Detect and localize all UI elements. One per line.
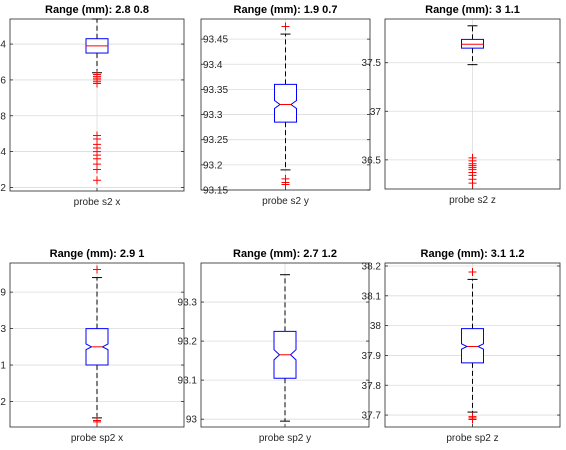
y-tick-label: -12.9 <box>0 288 6 299</box>
y-tick-label: 37.7 <box>362 411 382 422</box>
chart-title: Range (mm): 3.1 1.2 <box>421 248 525 260</box>
chart-title: Range (mm): 2.8 0.8 <box>45 4 149 16</box>
y-tick-label: 38 <box>370 321 382 332</box>
y-tick-label: 93 <box>186 415 198 426</box>
y-tick-label: 93.2 <box>203 160 223 171</box>
y-tick-label: -13.4 <box>0 40 6 51</box>
y-tick-label: 93.3 <box>178 298 198 309</box>
chart-title: Range (mm): 3 1.1 <box>425 4 520 16</box>
chart-title: Range (mm): 1.9 0.7 <box>234 4 338 16</box>
y-tick-label: -13.1 <box>0 361 6 372</box>
y-tick-label: 37.9 <box>362 351 382 362</box>
y-tick-label: -14 <box>0 147 6 158</box>
y-tick-label: 93.35 <box>203 85 228 96</box>
outlier-point <box>93 165 101 174</box>
outlier-point <box>468 415 477 424</box>
chart-title: Range (mm): 2.7 1.2 <box>233 248 337 260</box>
y-tick-label: -13 <box>0 324 6 335</box>
y-tick-label: 36.5 <box>362 155 382 166</box>
outlier-point <box>93 265 101 274</box>
y-tick-label: -13.2 <box>0 397 6 408</box>
outlier-point <box>93 417 101 426</box>
chart-panel-3: 37.5 37 36.5 Range (mm): 3 1.1 probe s2 z <box>362 4 561 206</box>
x-category-label: probe s2 y <box>262 196 309 207</box>
chart-panel-5: 93.3 93.2 93.1 93 Range (mm): 2.7 1.2 probe s… <box>178 248 370 444</box>
y-tick-label: -13.8 <box>0 111 6 122</box>
chart-panel-4: -12.9 -13 -13.1 -13.2 Range (mm): 2.9 1 probe… <box>0 248 185 444</box>
outlier-point <box>93 176 101 185</box>
x-category-label: probe s2 x <box>74 197 121 208</box>
y-tick-label: 93.25 <box>203 135 228 146</box>
chart-panel-1: -13.4 -13.6 -13.8 -14 -14.2 Range (mm): 2.8 0… <box>0 4 185 208</box>
y-tick-label: 93.4 <box>203 60 223 71</box>
y-tick-label: 93.15 <box>203 186 228 197</box>
y-tick-label: 37.5 <box>362 58 382 69</box>
x-category-label: probe sp2 y <box>259 433 311 444</box>
y-tick-label: -14.2 <box>0 183 6 194</box>
y-tick-label: 93.1 <box>178 376 198 387</box>
y-tick-label: 93.3 <box>203 110 223 121</box>
y-tick-label: 37.8 <box>362 381 382 392</box>
chart-panel-6: 38.2 38.1 38 37.9 37.8 37.7 Range (mm): 3.1 1.… <box>362 248 561 444</box>
chart-title: Range (mm): 2.9 1 <box>50 248 145 260</box>
outlier-point <box>281 180 290 189</box>
y-tick-label: -13.6 <box>0 75 6 86</box>
chart-panel-2: 93.45 93.4 93.35 93.3 93.25 93.2 93.15 Range (m… <box>200 4 371 207</box>
box <box>274 83 297 123</box>
y-tick-label: 93.45 <box>203 35 228 46</box>
x-category-label: probe sp2 x <box>71 433 123 444</box>
y-tick-label: 38.2 <box>362 261 382 272</box>
outlier-point <box>93 79 101 88</box>
outlier-point <box>468 179 477 188</box>
x-category-label: probe s2 z <box>449 195 496 206</box>
y-tick-label: 38.1 <box>362 291 382 302</box>
x-category-label: probe sp2 z <box>446 433 498 444</box>
outlier-point <box>468 267 477 276</box>
y-tick-label: 37 <box>370 107 382 118</box>
y-tick-label: 93.2 <box>178 337 198 348</box>
box <box>461 328 484 364</box>
outlier-point <box>281 22 290 31</box>
